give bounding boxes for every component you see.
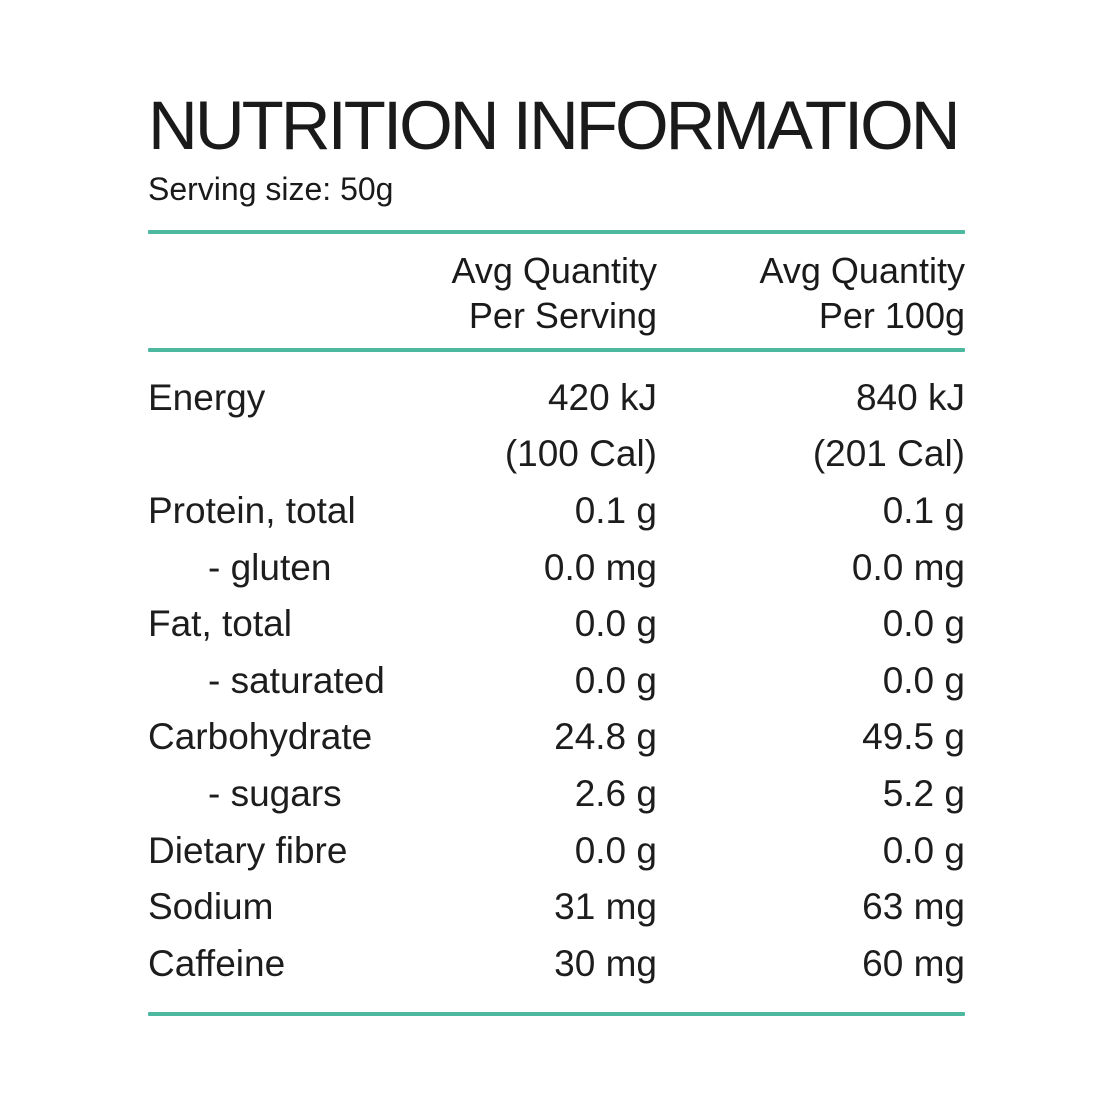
page-title: NUTRITION INFORMATION xyxy=(148,87,961,164)
value-per-serving: 0.0 g xyxy=(574,603,657,645)
nutrient-name: - saturated xyxy=(208,659,385,701)
value-per-serving: 0.0 mg xyxy=(543,546,657,588)
divider-header xyxy=(148,347,965,352)
nutrient-name: Protein, total xyxy=(148,489,356,531)
table-row: Protein, total 0.1 g 0.1 g xyxy=(148,483,965,540)
value-per-100g: (201 Cal) xyxy=(812,433,965,475)
nutrient-name: Carbohydrate xyxy=(148,716,373,758)
table-row: - gluten 0.0 mg 0.0 mg xyxy=(148,540,965,597)
table-header-row: Avg Quantity Per Serving Avg Quantity Pe… xyxy=(148,234,965,348)
value-per-serving: 420 kJ xyxy=(547,376,657,418)
table-row: - saturated 0.0 g 0.0 g xyxy=(148,653,965,710)
header-per-100g: Avg Quantity Per 100g xyxy=(657,248,965,338)
nutrient-name: Fat, total xyxy=(148,603,292,645)
value-per-100g: 0.1 g xyxy=(882,489,965,531)
value-per-serving: 2.6 g xyxy=(574,772,657,814)
nutrient-name: - sugars xyxy=(208,772,342,814)
header-per-serving: Avg Quantity Per Serving xyxy=(398,248,657,338)
header-per-100g-line2: Per 100g xyxy=(818,294,965,336)
divider-top xyxy=(148,229,965,234)
value-per-100g: 63 mg xyxy=(862,886,965,928)
table-row: Fat, total 0.0 g 0.0 g xyxy=(148,596,965,653)
nutrient-name: Sodium xyxy=(148,886,274,928)
table-row: - sugars 2.6 g 5.2 g xyxy=(148,766,965,823)
value-per-100g: 49.5 g xyxy=(862,716,965,758)
value-per-serving: 0.0 g xyxy=(574,829,657,871)
value-per-serving: 24.8 g xyxy=(554,716,657,758)
nutrient-name: - gluten xyxy=(208,546,332,588)
header-per-serving-line2: Per Serving xyxy=(468,294,657,336)
nutrient-name: Caffeine xyxy=(148,942,286,984)
divider-bottom xyxy=(148,1012,965,1017)
value-per-serving: (100 Cal) xyxy=(504,433,657,475)
table-row: Dietary fibre 0.0 g 0.0 g xyxy=(148,823,965,880)
value-per-serving: 0.1 g xyxy=(574,489,657,531)
table-row: (100 Cal) (201 Cal) xyxy=(148,426,965,483)
table-row: Sodium 31 mg 63 mg xyxy=(148,879,965,936)
value-per-100g: 0.0 mg xyxy=(851,546,965,588)
nutrient-name: Energy xyxy=(148,376,266,418)
header-per-100g-line1: Avg Quantity xyxy=(759,249,965,291)
nutrition-table-body: Energy 420 kJ 840 kJ (100 Cal) (201 Cal)… xyxy=(148,352,965,993)
value-per-100g: 840 kJ xyxy=(855,376,965,418)
value-per-serving: 30 mg xyxy=(554,942,657,984)
value-per-100g: 0.0 g xyxy=(882,603,965,645)
value-per-serving: 31 mg xyxy=(554,886,657,928)
table-row: Carbohydrate 24.8 g 49.5 g xyxy=(148,709,965,766)
nutrient-name: Dietary fibre xyxy=(148,829,348,871)
table-row: Energy 420 kJ 840 kJ xyxy=(148,370,965,427)
value-per-serving: 0.0 g xyxy=(574,659,657,701)
value-per-100g: 0.0 g xyxy=(882,829,965,871)
value-per-100g: 60 mg xyxy=(862,942,965,984)
value-per-100g: 5.2 g xyxy=(882,772,965,814)
table-row: Caffeine 30 mg 60 mg xyxy=(148,936,965,993)
value-per-100g: 0.0 g xyxy=(882,659,965,701)
serving-size-label: Serving size: 50g xyxy=(148,170,394,207)
header-per-serving-line1: Avg Quantity xyxy=(451,249,657,291)
